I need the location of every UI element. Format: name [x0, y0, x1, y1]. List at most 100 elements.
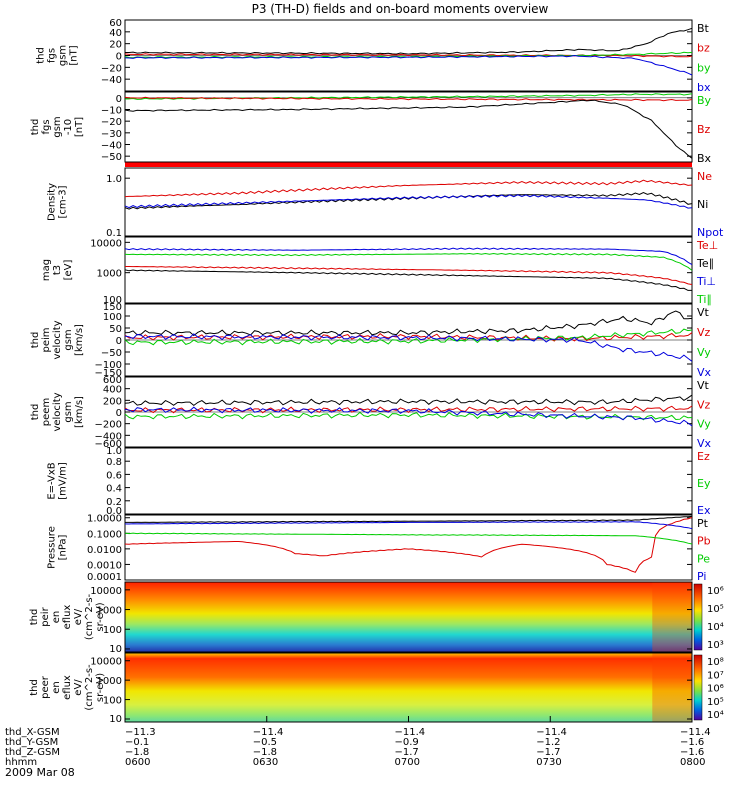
y-axis-label-line: thd — [36, 47, 47, 64]
y-tick-label: −600 — [95, 439, 122, 450]
x-tick-label: −11.3 — [125, 727, 156, 738]
y-axis-label-line: gsm — [58, 45, 69, 66]
x-tick-label: −0.5 — [253, 737, 277, 748]
y-axis-label-line: gsm — [63, 329, 74, 350]
panels: 6040200−20−40thdfgsgsm[nT]Btbzbybx0−10−2… — [29, 18, 724, 725]
y-axis-label-line: [eV] — [63, 260, 74, 281]
y-axis-label-line: peer — [40, 675, 51, 699]
legend-entry: Vy — [697, 346, 711, 359]
y-tick-label: −200 — [95, 420, 122, 431]
y-axis-label-line: thd — [30, 332, 41, 349]
panel-frame — [124, 514, 693, 581]
y-axis-label-line: eflux — [62, 675, 73, 700]
y-tick-label: −20 — [101, 117, 122, 128]
series-line — [125, 515, 693, 523]
panel-frame — [124, 91, 693, 163]
legend-entry: by — [697, 61, 711, 74]
y-tick-label: 60 — [109, 18, 122, 29]
series-line — [124, 521, 693, 530]
x-axis-row-label: thd_Y-GSM — [5, 737, 58, 748]
legend-entry: Ey — [697, 477, 711, 490]
plot-title: P3 (TH-D) fields and on-board moments ov… — [252, 2, 549, 16]
colorbar-tick-label: 10⁶ — [707, 586, 724, 597]
x-tick-label: −11.4 — [253, 727, 284, 738]
y-axis-label-line: en — [51, 611, 62, 624]
colorbar-tick-label: 10⁴ — [707, 710, 724, 721]
y-tick-label: −50 — [101, 348, 122, 359]
panel-frame — [124, 581, 693, 653]
y-tick-label: 10 — [109, 714, 122, 725]
y-axis-label-line: t3 — [52, 265, 63, 275]
legend-entry: Vz — [697, 398, 711, 411]
legend-entry: Pi — [697, 570, 706, 583]
x-tick-label: −1.8 — [125, 747, 149, 758]
y-tick-label: 0.0001 — [87, 572, 122, 583]
spectrogram-late-band — [652, 582, 692, 652]
panel-efield: 1.00.8 0.6 0.4 0.20.0 E=-VxB[mV/m] Ez Ey Ex — [47, 446, 711, 517]
panel-fgs-gsm-10: 0−10−20−30−40−50 thdfgsgsm-10[nT] By Bz Bx — [30, 91, 712, 165]
y-axis-label: thdpeerenefluxeV/(cm^2-s-sr-eV) — [29, 664, 106, 711]
y-axis-label-line: [nPa] — [58, 534, 69, 560]
y-tick-label: 1000 — [97, 676, 122, 687]
legend-entry: Vz — [697, 326, 711, 339]
colorbar-scale — [693, 654, 703, 721]
y-tick-label: 0 — [116, 336, 122, 347]
y-tick-label: 10000 — [90, 238, 122, 249]
y-tick-label: −10 — [101, 106, 122, 117]
y-tick-label: 100 — [103, 696, 122, 707]
y-axis-label-line: E=-VxB — [47, 462, 58, 499]
y-axis-label-line: [km/s] — [74, 324, 85, 356]
y-tick-label: −20 — [101, 63, 122, 74]
y-tick-label: −400 — [95, 431, 122, 442]
y-tick-label: 10 — [109, 644, 122, 655]
y-tick-label: 10000 — [90, 586, 122, 597]
y-axis-label-line: [cm-3] — [58, 185, 69, 218]
y-tick-label: 100 — [103, 295, 122, 306]
y-axis-label-line: eV/ — [73, 608, 84, 625]
legend-entry: Ex — [697, 504, 711, 517]
x-tick-label: −0.9 — [395, 737, 419, 748]
spectrogram-late-band — [652, 653, 692, 722]
x-tick-label: −0.1 — [125, 737, 149, 748]
spectrogram — [125, 582, 692, 652]
series-line — [124, 517, 693, 573]
x-tick-label: 0700 — [395, 757, 420, 768]
y-axis-label: thdpeimvelocitygsm[km/s] — [30, 320, 85, 359]
series-line — [124, 406, 693, 427]
x-tick-label: −11.4 — [395, 727, 426, 738]
colorbar-tick-label: 10³ — [707, 640, 724, 651]
series-line — [125, 27, 693, 55]
colorbar: 10⁶ 10⁵ 10⁴ 10³ — [693, 583, 724, 651]
y-tick-label: 20 — [109, 40, 122, 51]
legend-entry: Vx — [697, 437, 712, 450]
series-line — [124, 247, 693, 266]
x-tick-label: −1.6 — [680, 737, 704, 748]
colorbar-tick-label: 10⁴ — [707, 622, 724, 633]
legend-entry: bx — [697, 81, 711, 94]
x-tick-label: −1.7 — [536, 747, 560, 758]
y-tick-label: 0.6 — [106, 470, 122, 481]
separator-bar — [125, 162, 692, 167]
legend-entry: Pb — [697, 535, 711, 548]
y-axis-label-line: velocity — [52, 392, 63, 431]
y-axis-label-line: (cm^2-s- — [84, 593, 95, 640]
series-line — [124, 194, 693, 209]
y-axis-label-line: Pressure — [47, 526, 58, 569]
legend-entry: Ni — [697, 198, 708, 211]
y-tick-label: 0 — [116, 52, 122, 63]
legend-entry: Vy — [697, 418, 711, 431]
x-tick-label: −1.7 — [395, 747, 419, 758]
legend-entry: Vt — [697, 379, 710, 392]
y-tick-label: 1.0000 — [87, 514, 122, 525]
colorbar-tick-label: 10⁵ — [707, 604, 724, 615]
y-tick-label: 0.0010 — [87, 560, 122, 571]
panel-peir-en: 10⁶10⁵10⁴10³10000100010010thdpeireneflux… — [29, 581, 724, 655]
panel-temperature: 10000 1000 100 magt3[eV] Te⊥ Te∥ Ti⊥ Ti∥ — [41, 236, 718, 306]
y-tick-label: 0.0100 — [87, 545, 122, 556]
y-tick-label: 1000 — [97, 606, 122, 617]
y-axis-label-line: velocity — [52, 320, 63, 359]
y-tick-label: 40 — [109, 28, 122, 39]
legend-entry: Vx — [697, 366, 712, 379]
spectrogram — [125, 653, 692, 722]
